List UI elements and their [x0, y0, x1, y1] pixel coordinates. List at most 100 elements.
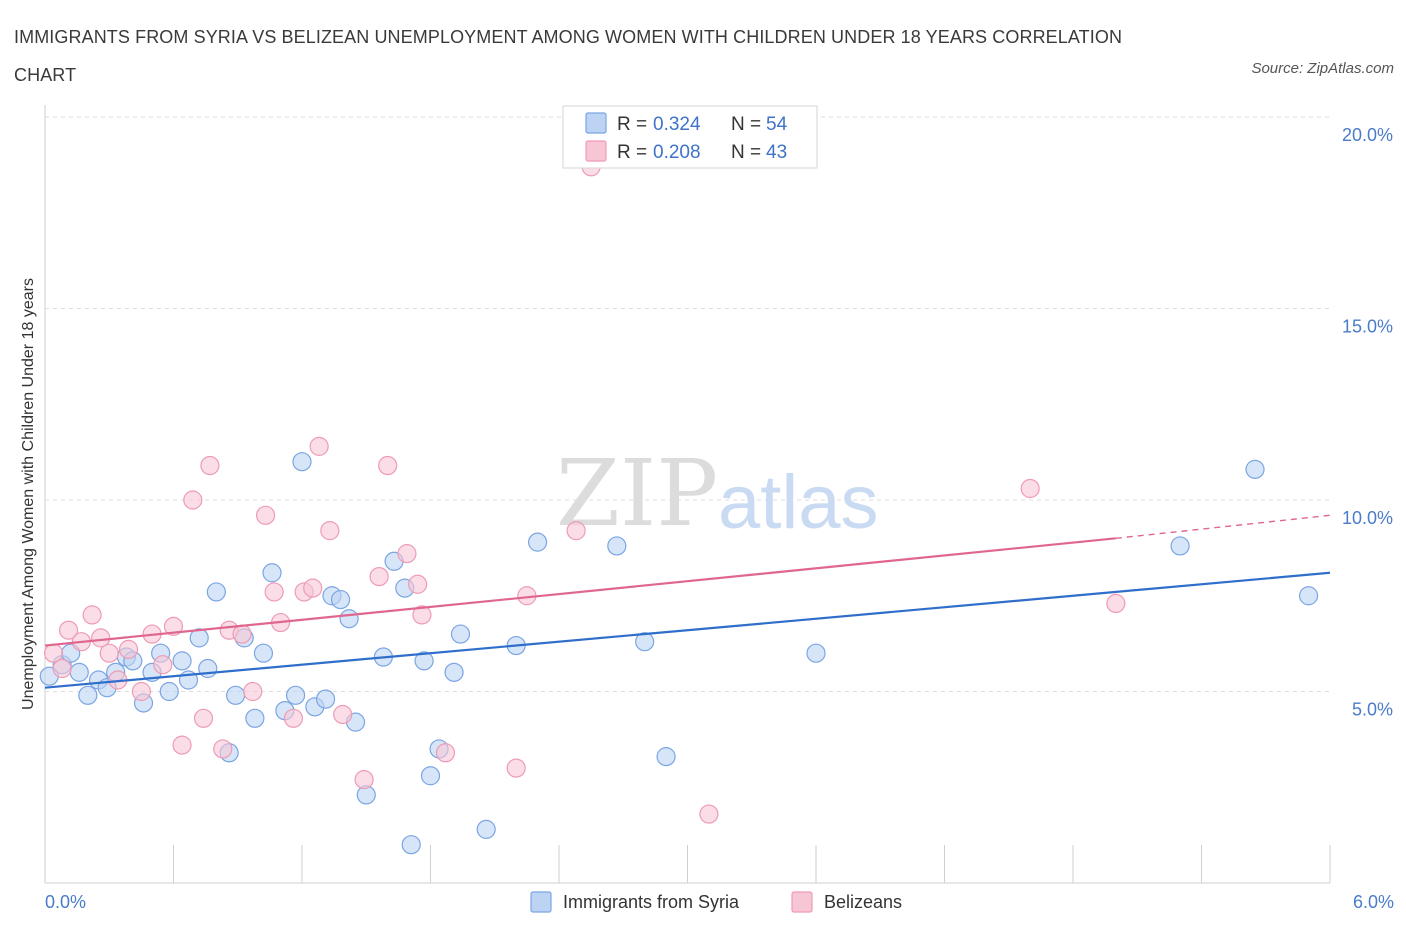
y-tick-label-1: 10.0%	[1342, 508, 1393, 528]
belize-point-15	[193, 708, 214, 728]
legend-r-value-belize: 0.208	[653, 142, 701, 163]
syria-point-27	[292, 452, 312, 472]
belize-point-43	[1106, 593, 1126, 614]
syria-point-52	[1245, 459, 1265, 479]
bottom-legend-label-syria: Immigrants from Syria	[563, 892, 740, 912]
syria-point-13	[159, 681, 179, 702]
syria-point-44	[476, 819, 496, 839]
belize-point-16	[200, 455, 220, 476]
belize-point-21	[255, 505, 276, 525]
syria-point-51	[1170, 536, 1190, 556]
syria-point-3	[69, 662, 89, 682]
belize-point-12	[163, 616, 184, 636]
belize-point-27	[309, 436, 329, 456]
belize-point-9	[131, 681, 151, 702]
bottom-legend-label-belize: Belizeans	[824, 892, 902, 912]
axes	[44, 105, 1331, 884]
belize-point-34	[408, 574, 428, 594]
x-tick-label-max: 6.0%	[1353, 892, 1394, 912]
belize-point-17	[213, 739, 233, 759]
belize-point-36	[435, 743, 456, 763]
y-tick-label-2: 15.0%	[1342, 317, 1393, 337]
belize-point-22	[264, 582, 284, 602]
belize-point-30	[354, 769, 374, 790]
x-tick-label-min: 0.0%	[45, 892, 86, 912]
syria-point-16	[189, 628, 209, 648]
trend-lines	[44, 514, 1331, 689]
syria-point-20	[226, 685, 246, 705]
legend-box: R = 0.324 N = 54 R = 0.208 N = 43	[562, 105, 818, 169]
belize-point-2	[58, 620, 79, 640]
legend-n-value-belize: 43	[766, 142, 787, 163]
syria-point-22	[245, 708, 265, 728]
belize-point-8	[118, 639, 139, 659]
belize-point-41	[699, 804, 719, 824]
syria-point-38	[401, 835, 421, 855]
belize-point-6	[99, 643, 119, 663]
belize-point-33	[397, 544, 417, 564]
syria-point-42	[444, 662, 464, 682]
belize-point-19	[232, 624, 252, 644]
belize-point-39	[566, 521, 586, 541]
legend-swatch-belize	[585, 140, 607, 162]
legend-n-value-syria: 54	[766, 114, 788, 135]
belize-point-4	[82, 605, 102, 625]
y-tick-label-3: 20.0%	[1342, 125, 1393, 145]
trend-line-syria	[44, 571, 1331, 689]
bottom-legend-swatch-belize	[791, 891, 813, 913]
y-tick-labels: 5.0% 10.0% 15.0% 20.0%	[1342, 125, 1393, 720]
belize-point-32	[378, 455, 398, 476]
belize-point-20	[243, 681, 263, 702]
syria-point-48	[635, 632, 655, 652]
source-label: Source: ZipAtlas.com	[1251, 60, 1394, 77]
legend-r-label-belize: R =	[617, 142, 647, 163]
legend-swatch-syria	[585, 112, 607, 134]
syria-point-46	[527, 532, 548, 552]
belize-point-29	[333, 704, 353, 725]
chart-title: IMMIGRANTS FROM SYRIA VS BELIZEAN UNEMPL…	[14, 27, 1123, 85]
belize-point-35	[412, 605, 432, 625]
watermark-atlas: atlas	[718, 460, 879, 545]
syria-point-17	[198, 658, 218, 679]
grid-lines	[45, 116, 1330, 692]
bottom-legend: Immigrants from Syria Belizeans	[530, 891, 902, 913]
syria-point-43	[450, 624, 471, 644]
belize-point-26	[303, 578, 323, 598]
belize-point-24	[283, 708, 304, 728]
syria-point-47	[607, 536, 627, 556]
syria-point-29	[315, 689, 336, 709]
trend-line-belize	[44, 537, 1116, 647]
syria-point-32	[339, 609, 359, 629]
syria-point-50	[806, 643, 826, 663]
belize-point-13	[172, 735, 192, 755]
belize-point-1	[52, 658, 72, 679]
belize-point-14	[183, 490, 203, 510]
belize-point-42	[1020, 478, 1040, 499]
syria-point-49	[656, 747, 676, 767]
legend-r-label-syria: R =	[617, 114, 647, 135]
syria-point-53	[1298, 586, 1319, 606]
series-belizeans	[43, 157, 1126, 824]
syria-point-4	[78, 685, 98, 705]
syria-point-24	[262, 563, 282, 583]
belize-point-5	[91, 628, 111, 648]
bottom-legend-swatch-syria	[530, 891, 552, 913]
belize-point-11	[153, 655, 173, 675]
syria-point-18	[206, 582, 226, 602]
legend-n-label-syria: N =	[731, 114, 761, 135]
legend-n-label-belize: N =	[731, 142, 761, 163]
y-axis-label: Unemployment Among Women with Children U…	[20, 278, 37, 710]
syria-point-26	[285, 685, 306, 705]
syria-point-40	[420, 766, 441, 786]
belize-point-37	[506, 758, 526, 778]
syria-point-14	[172, 651, 192, 671]
belize-point-28	[320, 521, 340, 541]
syria-point-23	[253, 643, 274, 663]
y-tick-label-0: 5.0%	[1352, 700, 1393, 720]
syria-point-31	[330, 589, 351, 610]
belize-point-31	[369, 566, 389, 587]
trend-line-belize-extension	[1115, 514, 1331, 539]
legend-r-value-syria: 0.324	[653, 114, 701, 135]
syria-point-39	[414, 651, 434, 671]
